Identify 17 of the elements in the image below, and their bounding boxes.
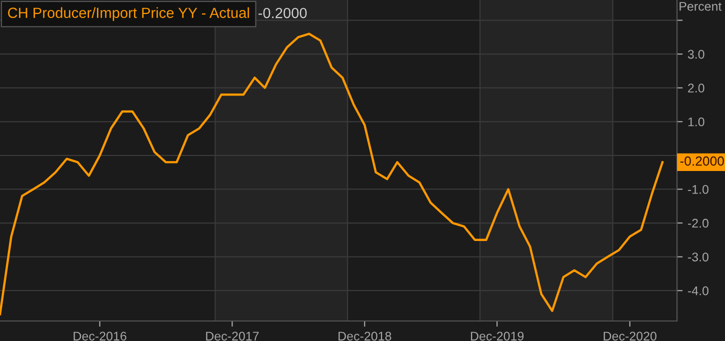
- y-tick-label: 3.0: [688, 50, 704, 59]
- text: CH Producer/Import Price YY - Actual: [8, 7, 249, 21]
- y-tick-label: -2.0: [688, 218, 708, 228]
- x-tick-label: Dec-2019: [470, 332, 524, 341]
- y-tick-label: -4.0: [688, 286, 708, 296]
- x-tick-label: Dec-2020: [604, 332, 656, 341]
- y-tick-label: 2.0: [688, 84, 704, 93]
- y-axis-title: Percent: [680, 2, 722, 11]
- y-tick-label: -1.0: [688, 185, 708, 194]
- y-tick-label: 1.0: [688, 117, 704, 126]
- annotation: -0.2000: [680, 156, 724, 166]
- x-tick-label: Dec-2018: [338, 332, 392, 341]
- annotation: -0.2000: [258, 8, 307, 18]
- x-tick-label: Dec-2017: [206, 332, 259, 341]
- y-tick-label: -3.0: [688, 252, 708, 262]
- x-tick-label: Dec-2016: [74, 332, 126, 341]
- line-series: [0, 32, 664, 316]
